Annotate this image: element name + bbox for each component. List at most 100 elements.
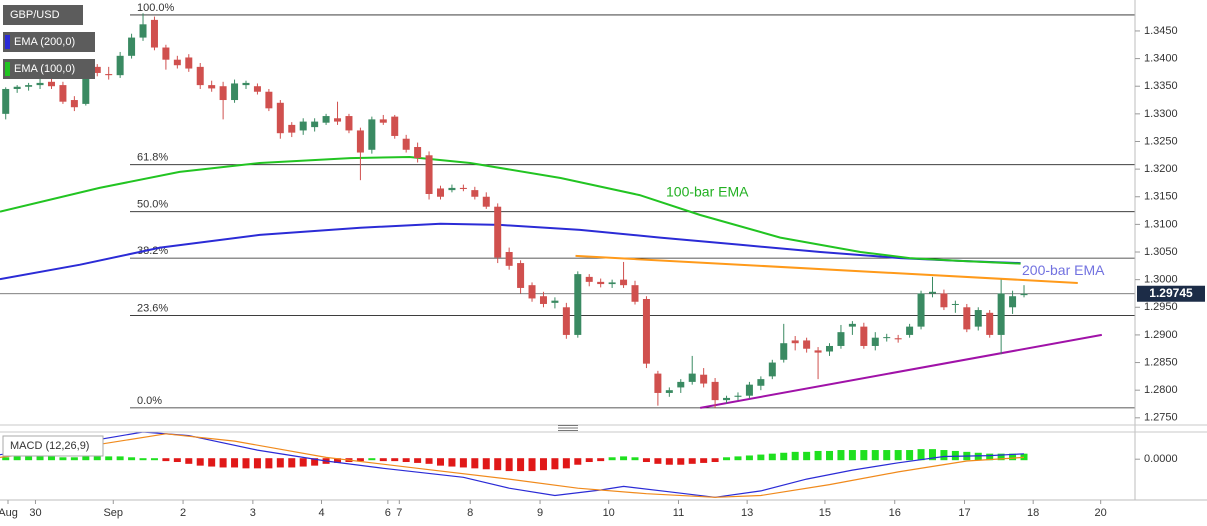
histogram-bar (677, 458, 685, 465)
candle-body (997, 293, 1005, 335)
histogram-bar (917, 449, 925, 461)
fib-label: 61.8% (137, 152, 168, 164)
candle-body (2, 88, 10, 114)
candle-body (700, 374, 708, 384)
histogram-bar (185, 458, 193, 464)
candle-body (173, 59, 181, 66)
candle-body (139, 24, 147, 38)
candle-body (745, 384, 753, 396)
histogram-bar (150, 458, 158, 461)
legend-box (2, 435, 104, 457)
y-tick-label: 1.2900 (1144, 329, 1178, 341)
ema-line (0, 155, 1021, 265)
candle-body (642, 298, 650, 364)
y-tick-label: 1.2950 (1144, 301, 1178, 313)
histogram-bar (711, 458, 719, 463)
candle-body (402, 138, 410, 150)
candle-body (208, 85, 216, 89)
histogram-bar (196, 458, 204, 466)
candle-body (379, 119, 387, 123)
ema-annotation: 200-bar EMA (1022, 262, 1105, 278)
candle-body (757, 379, 765, 386)
histogram-bar (803, 451, 811, 461)
histogram-bar (82, 456, 90, 461)
x-tick-label: 2 (180, 507, 186, 519)
histogram-bar (757, 454, 765, 461)
ema-annotation: 100-bar EMA (666, 184, 749, 200)
y-tick-label: 1.3450 (1144, 25, 1178, 37)
candle-body (253, 86, 261, 92)
candle-body (574, 274, 582, 335)
candle-body (13, 86, 21, 89)
histogram-bar (105, 456, 113, 461)
candle-body (654, 373, 662, 393)
histogram-bar (928, 449, 936, 461)
histogram-bar (551, 458, 559, 470)
histogram-bar (1020, 453, 1028, 461)
candle-body (688, 373, 696, 382)
candle-body (482, 196, 490, 207)
y-tick-label: 1.2800 (1144, 384, 1178, 396)
candle-body (59, 85, 67, 102)
histogram-bar (482, 458, 490, 470)
histogram-bar (688, 458, 696, 464)
histogram-bar (539, 458, 547, 471)
x-tick-label: 11 (673, 507, 684, 519)
y-tick-label: 1.3050 (1144, 246, 1178, 258)
legend: GBP/USD EMA (200,0) EMA (100,0) MACD (12,26… (2, 5, 104, 457)
candle-body (414, 147, 422, 159)
candle-body (780, 343, 788, 360)
histogram-bar (128, 457, 136, 461)
candle-body (631, 285, 639, 302)
histogram-bar (940, 450, 948, 461)
legend-swatch (5, 35, 10, 49)
candle-body (25, 85, 33, 87)
candle-body (231, 83, 239, 101)
resize-handle[interactable] (558, 425, 578, 431)
trend-line (575, 254, 1078, 284)
x-tick-label: 9 (537, 507, 543, 519)
candle-body (768, 362, 776, 377)
candle-body (917, 293, 925, 327)
candle-body (963, 307, 971, 330)
histogram-bar (265, 458, 273, 469)
candle-body (665, 390, 673, 393)
candle-body (505, 252, 513, 266)
y-tick-label: 0.0000 (1144, 453, 1178, 465)
histogram-bar (528, 458, 536, 472)
histogram-bar (562, 458, 570, 469)
x-tick-label: 13 (741, 507, 753, 519)
candle-body (70, 100, 78, 108)
x-tick-label: 17 (958, 507, 970, 519)
x-tick-label: 15 (819, 507, 831, 519)
last-price-tag (1137, 285, 1205, 302)
histogram-bar (13, 456, 21, 461)
candle-body (940, 293, 948, 308)
ema-line (0, 222, 1021, 281)
histogram-bar (826, 450, 834, 461)
y-tick-label: 1.2850 (1144, 356, 1178, 368)
fib-label: 23.6% (137, 302, 168, 314)
candle-body (1009, 296, 1017, 308)
candle-body (93, 66, 101, 73)
histogram-bar (585, 458, 593, 463)
histogram-bar (986, 453, 994, 461)
histogram-bar (2, 457, 10, 461)
histogram-bar (654, 458, 662, 464)
candle-body (436, 188, 444, 197)
candle-body (368, 119, 376, 150)
histogram-bar (93, 456, 101, 461)
x-tick-label: 8 (467, 507, 473, 519)
histogram-bar (242, 458, 250, 469)
histogram-bar (391, 458, 399, 462)
y-tick-label: 1.3000 (1144, 274, 1178, 286)
histogram-bar (745, 455, 753, 461)
candle-body (620, 279, 628, 286)
x-tick-label: 3 (250, 507, 256, 519)
histogram-bar (1009, 453, 1017, 461)
x-tick-label: 4 (318, 507, 324, 519)
histogram-bar (517, 458, 525, 472)
histogram-bar (608, 457, 616, 461)
fib-label: 38.2% (137, 245, 168, 257)
candle-body (677, 381, 685, 388)
